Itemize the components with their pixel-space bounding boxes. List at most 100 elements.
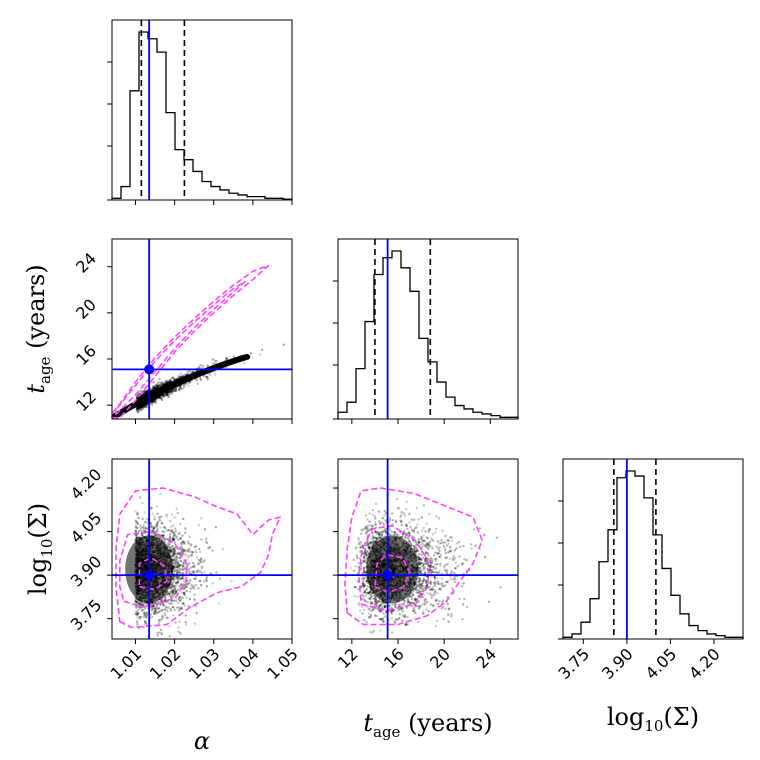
sample-point: [172, 535, 175, 538]
sample-point: [178, 570, 181, 574]
sample-point: [186, 568, 190, 571]
sample-point: [165, 382, 169, 385]
sample-point: [137, 396, 141, 399]
sample-point: [173, 592, 176, 595]
sample-point: [174, 559, 177, 562]
sample-point: [142, 393, 146, 396]
sample-point: [191, 586, 194, 589]
sample-point: [170, 389, 174, 392]
sample-point: [138, 405, 142, 408]
sample-point: [181, 591, 184, 594]
sample-point: [182, 553, 185, 556]
sample-point: [194, 544, 198, 548]
sample-point: [172, 531, 176, 535]
sample-point: [161, 602, 164, 605]
sample-point: [177, 571, 180, 574]
sample-point: [136, 522, 140, 526]
sample-point: [151, 401, 154, 404]
sample-point: [181, 534, 184, 537]
sample-point: [142, 403, 145, 406]
sample-point: [173, 585, 177, 588]
sample-point: [154, 607, 157, 611]
sample-point: [172, 577, 175, 581]
sample-point: [182, 577, 185, 580]
sample-point: [230, 580, 233, 583]
sample-point: [137, 616, 141, 619]
sample-point: [155, 522, 159, 525]
sample-point: [178, 571, 182, 575]
sample-point: [159, 384, 163, 388]
sample-point: [193, 564, 196, 567]
sample-point: [172, 536, 175, 539]
sample-point: [141, 403, 144, 407]
sample-point: [169, 381, 172, 384]
sample-point: [172, 524, 175, 527]
sample-point: [137, 406, 140, 409]
sample-point: [184, 550, 188, 553]
sample-point: [134, 529, 137, 532]
sample-point: [155, 602, 158, 606]
sample-point: [159, 628, 163, 632]
sample-point: [205, 541, 209, 545]
sample-point: [142, 394, 145, 397]
sample-point: [152, 385, 155, 388]
sample-point: [153, 397, 157, 400]
sample-point: [154, 396, 157, 400]
sample-point: [153, 398, 157, 401]
sample-point: [168, 378, 172, 382]
sample-point: [193, 597, 196, 601]
sample-point: [163, 381, 167, 385]
sample-point: [140, 404, 143, 408]
sample-point: [154, 385, 157, 388]
sample-point: [191, 565, 195, 568]
sample-point: [141, 405, 144, 409]
sample-point: [203, 580, 206, 583]
sample-point: [192, 585, 195, 589]
sample-point: [153, 400, 157, 404]
sample-point: [179, 556, 182, 559]
sample-point: [211, 358, 215, 361]
sample-point: [142, 406, 145, 409]
sample-point: [140, 404, 144, 408]
sample-point: [158, 381, 161, 384]
sample-point: [214, 359, 217, 363]
sample-point: [140, 406, 143, 409]
sample-point: [177, 375, 180, 378]
sample-point: [156, 520, 160, 524]
sample-point: [151, 389, 155, 392]
sample-point: [161, 393, 165, 396]
contour-level-0: [111, 264, 270, 419]
sample-point: [165, 393, 168, 396]
sample-point: [139, 405, 143, 408]
sample-point: [167, 393, 171, 396]
sample-point: [172, 563, 175, 566]
sample-point: [175, 572, 179, 575]
sample-point: [154, 607, 158, 610]
sample-point: [153, 398, 156, 401]
sample-point: [149, 390, 153, 393]
sample-point: [166, 391, 169, 394]
sample-point: [180, 564, 184, 567]
sample-point: [173, 552, 176, 555]
sample-point: [188, 572, 191, 575]
sample-point: [166, 592, 169, 596]
sample-point: [144, 402, 147, 405]
sample-point: [167, 529, 171, 532]
sample-point: [170, 596, 173, 599]
sample-point: [140, 533, 143, 536]
sample-point: [181, 540, 185, 543]
sample-point: [249, 352, 253, 355]
sample-point: [172, 538, 176, 541]
sample-point: [136, 511, 139, 515]
sample-point: [186, 370, 190, 373]
sample-point: [136, 407, 139, 411]
sample-point: [137, 602, 141, 605]
sample-point: [134, 598, 138, 601]
sample-point: [150, 399, 153, 402]
sample-point: [142, 613, 145, 616]
sample-point: [211, 362, 214, 365]
sample-point: [178, 595, 181, 599]
sample-point: [137, 405, 140, 409]
sample-point: [172, 594, 175, 597]
sample-point: [153, 612, 156, 615]
